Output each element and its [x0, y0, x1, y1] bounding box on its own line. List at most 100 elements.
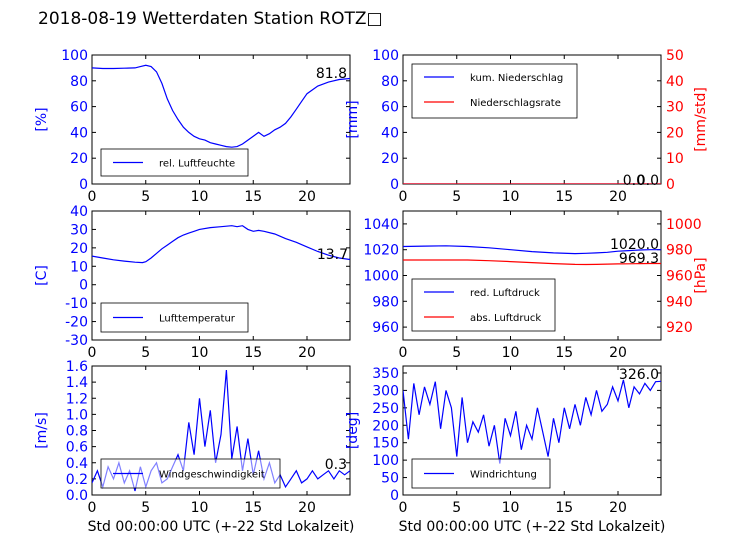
y-tick-label: 0: [390, 488, 399, 504]
y-tick-label: 0.2: [66, 472, 88, 488]
x-tick-label: 10: [502, 345, 520, 361]
y-tick-label: 960: [372, 320, 399, 336]
x-tick-label: 20: [609, 345, 627, 361]
y-tick-label: 100: [372, 48, 399, 64]
x-tick-label: 15: [555, 345, 573, 361]
value-annotation: 13.7: [317, 247, 348, 263]
legend-label: rel. Luftfeuchte: [159, 159, 235, 170]
x-axis-label: Std 00:00:00 UTC (+-22 Std Lokalzeit): [399, 519, 666, 535]
y-axis-label: [m/s]: [34, 412, 50, 449]
legend-label: Lufttemperatur: [159, 314, 236, 325]
y-axis-label: [C]: [34, 265, 50, 286]
y2-tick-label: 980: [666, 243, 693, 259]
y-tick-label: 0.8: [66, 424, 88, 440]
y-tick-label: 0: [79, 177, 88, 193]
y-tick-label: 350: [372, 366, 399, 382]
x-tick-label: 5: [452, 500, 461, 516]
x-tick-label: 15: [244, 345, 262, 361]
x-tick-label: 15: [555, 189, 573, 205]
legend-label: kum. Niederschlag: [470, 73, 563, 84]
x-tick-label: 10: [191, 345, 209, 361]
y-tick-label: 1.0: [66, 407, 88, 423]
y-tick-label: 10: [70, 259, 88, 275]
x-tick-label: 0: [399, 189, 408, 205]
x-tick-label: 20: [298, 189, 316, 205]
legend: Windrichtung: [411, 458, 551, 489]
x-tick-label: 5: [141, 345, 150, 361]
x-tick-label: 15: [244, 189, 262, 205]
y2-tick-label: 40: [666, 74, 684, 90]
y2-axis-label: [mm/std]: [693, 87, 709, 152]
series-line-abs-luftdruck: [403, 259, 661, 266]
x-tick-label: 15: [244, 500, 262, 516]
x-tick-label: 10: [502, 500, 520, 516]
value-annotation: 326.0: [619, 367, 659, 383]
y-tick-label: -20: [65, 315, 88, 331]
y2-tick-label: 10: [666, 151, 684, 167]
legend-label: abs. Luftdruck: [470, 313, 541, 324]
y-tick-label: 1000: [363, 269, 399, 285]
y-tick-label: 0.6: [66, 440, 88, 456]
series-line-windrichtung: [403, 379, 661, 464]
y-tick-label: 100: [372, 453, 399, 469]
x-tick-label: 10: [502, 189, 520, 205]
x-tick-label: 20: [298, 500, 316, 516]
series-line-windgeschwindigkeit: [92, 369, 350, 492]
legend-label: red. Luftdruck: [470, 288, 540, 299]
series-line-red-luftdruck: [403, 245, 661, 255]
value-annotation: 1020.0: [610, 237, 659, 253]
x-tick-label: 20: [609, 189, 627, 205]
x-tick-label: 0: [88, 500, 97, 516]
legend-label: Windrichtung: [470, 470, 537, 481]
y2-tick-label: 50: [666, 48, 684, 64]
y2-tick-label: 20: [666, 125, 684, 141]
y-tick-label: 40: [381, 125, 399, 141]
x-tick-label: 5: [452, 189, 461, 205]
legend: red. Luftdruck abs. Luftdruck: [411, 278, 556, 332]
legend: Windgeschwindigkeit: [100, 458, 281, 489]
chart-precipitation: 0 5 10 15 20 0 20 40 60 80 100 0 10 20 30 40 50 [mm] [mm/s…: [345, 48, 709, 205]
y-tick-label: 250: [372, 401, 399, 417]
page-title: 2018-08-19 Wetterdaten Station ROTZ□: [38, 9, 383, 29]
y-axis-label: [mm]: [345, 100, 361, 138]
y-tick-label: 0.4: [66, 456, 88, 472]
y-tick-label: 150: [372, 436, 399, 452]
series-line-lufttemperatur: [92, 225, 350, 264]
chart-pressure: 0 5 10 15 20 960 980 1000 1020 1040 920 940 960 980 10…: [363, 210, 709, 361]
x-tick-label: 0: [399, 345, 408, 361]
legend-label: Niederschlagsrate: [470, 98, 561, 109]
y-tick-label: 1.6: [66, 359, 88, 375]
legend: Lufttemperatur: [100, 302, 249, 333]
y-axis-label: [deg]: [345, 412, 361, 449]
y-tick-label: -10: [65, 296, 88, 312]
y-tick-label: 20: [70, 241, 88, 257]
y2-tick-label: 30: [666, 100, 684, 116]
x-axis-label: Std 00:00:00 UTC (+-22 Std Lokalzeit): [88, 519, 355, 535]
x-tick-label: 0: [88, 345, 97, 361]
y-tick-label: 100: [61, 48, 88, 64]
y-tick-label: 60: [70, 100, 88, 116]
legend-label: Windgeschwindigkeit: [159, 470, 265, 481]
y-tick-label: 40: [70, 204, 88, 220]
value-annotation: 0.3: [325, 457, 347, 473]
y-tick-label: 300: [372, 383, 399, 399]
chart-windspeed: 0 5 10 15 20 0.00.20.40.60.81.01.21.41.6 [m/s]…: [34, 359, 354, 535]
y2-tick-label: 940: [666, 294, 693, 310]
x-tick-label: 0: [88, 189, 97, 205]
y2-axis-label: [hPa]: [693, 257, 709, 293]
legend: rel. Luftfeuchte: [100, 148, 249, 177]
y-tick-label: 20: [70, 151, 88, 167]
x-tick-label: 15: [555, 500, 573, 516]
y-tick-label: 30: [70, 222, 88, 238]
y-tick-label: 80: [70, 74, 88, 90]
y-tick-label: 1040: [363, 217, 399, 233]
y-tick-label: 1.4: [66, 375, 88, 391]
y-tick-label: 980: [372, 294, 399, 310]
x-tick-label: 10: [191, 500, 209, 516]
y-tick-label: 200: [372, 418, 399, 434]
x-tick-label: 20: [298, 345, 316, 361]
legend: kum. Niederschlag Niederschlagsrate: [411, 63, 578, 119]
series-line-rel-luftfeuchte: [92, 64, 350, 148]
